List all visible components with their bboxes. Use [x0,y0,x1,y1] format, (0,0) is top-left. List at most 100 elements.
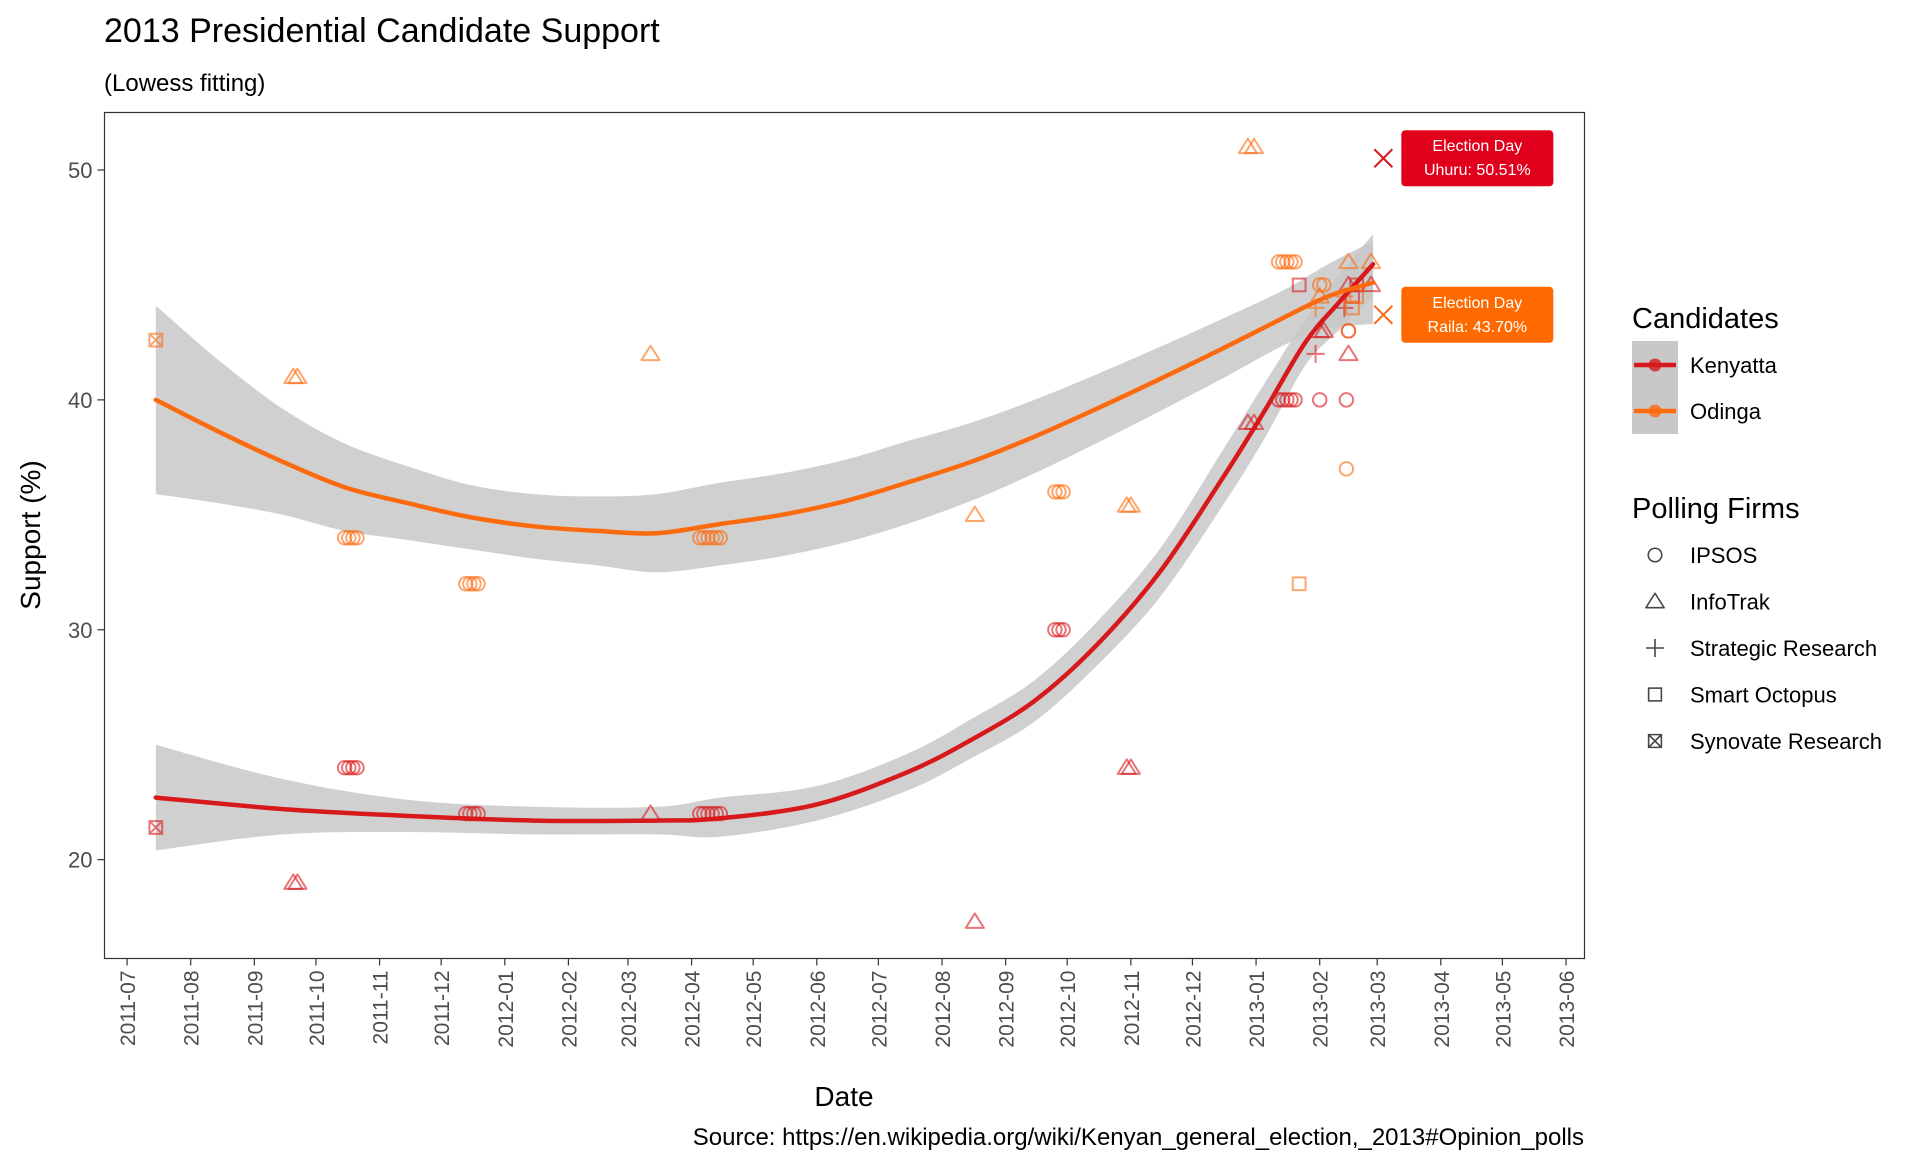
point-kenyatta [148,820,164,835]
election-marker-kenyatta [1373,148,1394,168]
point-odinga [1338,461,1355,477]
x-tick-label: 2011-11 [370,971,393,1045]
legend-label-strategic-research: Strategic Research [1690,636,1877,661]
legend-firms: Polling Firms IPSOS InfoTrak Strategic Res… [1632,493,1882,754]
point-kenyatta [287,873,308,890]
election-label-box-kenyatta [1401,130,1554,187]
point-odinga [692,530,708,546]
y-axis: 20 30 40 50 [68,158,105,873]
point-kenyatta [964,912,985,929]
point-kenyatta [1287,392,1303,408]
legend-symbol-smart-octopus [1647,687,1663,702]
legend-dot-odinga [1648,404,1662,418]
point-odinga [1279,254,1295,270]
legend-label-synovate-research: Synovate Research [1690,729,1882,754]
x-tick-label: 2011-08 [181,971,204,1047]
point-odinga [1047,484,1063,500]
point-odinga [1340,323,1357,339]
point-kenyatta [1291,277,1307,293]
point-odinga [1338,252,1359,270]
election-label-title-kenyatta: Election Day [1432,138,1522,155]
point-odinga [708,530,724,546]
point-kenyatta [1313,321,1334,339]
legend-symbol-ipsos [1647,547,1663,563]
point-odinga [696,530,712,546]
y-tick-label: 40 [68,388,92,413]
x-tick-label: 2012-03 [618,971,641,1048]
x-tick-label: 2012-02 [558,971,581,1048]
x-tick-label: 2013-05 [1492,971,1515,1048]
x-tick-label: 2013-04 [1431,970,1454,1047]
point-odinga [1311,277,1328,293]
point-kenyatta [1283,392,1299,408]
point-odinga [1275,254,1291,270]
point-odinga [1316,277,1332,293]
x-tick-label: 2012-12 [1182,971,1205,1048]
point-kenyatta [1047,622,1063,638]
point-kenyatta [341,759,357,776]
y-axis-title: Support (%) [15,460,46,609]
point-odinga [1345,300,1360,316]
legend-firms-title: Polling Firms [1632,493,1800,525]
x-tick-label: 2011-07 [117,971,140,1047]
point-kenyatta [1338,344,1359,362]
x-tick-label: 2012-06 [807,971,830,1048]
x-tick-label: 2011-09 [244,971,267,1047]
x-tick-label: 2013-02 [1310,971,1333,1048]
point-kenyatta [336,759,353,776]
point-odinga [1309,287,1330,304]
legend-symbol-infotrak [1645,592,1665,609]
point-odinga [470,576,486,592]
x-tick-label: 2013-06 [1556,971,1579,1048]
point-odinga [1283,254,1299,270]
point-kenyatta [1275,392,1291,408]
point-odinga [458,576,474,592]
legend-dot-kenyatta [1648,358,1662,372]
x-tick-label: 2011-10 [306,971,329,1047]
band-odinga [155,241,1374,573]
legend-label-ipsos: IPSOS [1690,543,1757,568]
point-odinga [1349,289,1365,304]
point-odinga [345,530,361,546]
x-tick-label: 2012-04 [682,970,705,1047]
x-tick-label: 2012-10 [1057,971,1080,1048]
point-odinga [640,344,661,362]
election-label-value-odinga: Raila: 43.70% [1428,319,1528,336]
x-axis-title: Date [814,1081,873,1112]
legend-label-odinga: Odinga [1690,399,1762,424]
election-day-annotations: Election Day Uhuru: 50.51% Election Day Rai… [1373,130,1554,343]
point-odinga [704,530,720,546]
point-odinga [341,530,357,546]
y-tick-label: 20 [68,848,92,873]
point-kenyatta [345,759,361,776]
legend-symbol-synovate-research [1647,733,1663,749]
x-tick-label: 2012-09 [996,971,1019,1048]
x-tick-label: 2012-11 [1121,971,1144,1047]
band-kenyatta [155,234,1374,851]
point-kenyatta [1120,758,1141,775]
point-odinga [1291,576,1307,592]
x-tick-label: 2013-01 [1246,971,1269,1048]
chart-subtitle: (Lowess fitting) [104,70,265,97]
point-odinga [1287,254,1303,270]
election-marker-odinga [1373,305,1394,325]
point-odinga [700,530,716,546]
point-odinga [964,505,985,522]
legend-label-smart-octopus: Smart Octopus [1690,683,1837,708]
point-odinga [1270,254,1287,270]
fit-line-kenyatta [153,261,1376,824]
legend-symbol-strategic-research [1646,639,1664,657]
point-odinga [287,367,308,385]
point-kenyatta [349,759,365,776]
fit-lines [153,261,1376,824]
point-kenyatta [1311,392,1328,408]
point-kenyatta [1338,392,1355,408]
point-odinga [148,332,164,348]
legend-candidates-keybg [1632,341,1678,434]
x-tick-label: 2012-07 [868,971,891,1048]
chart-title: 2013 Presidential Candidate Support [104,12,660,50]
point-odinga [466,576,482,592]
point-odinga [1243,137,1265,155]
point-kenyatta [1051,622,1067,638]
